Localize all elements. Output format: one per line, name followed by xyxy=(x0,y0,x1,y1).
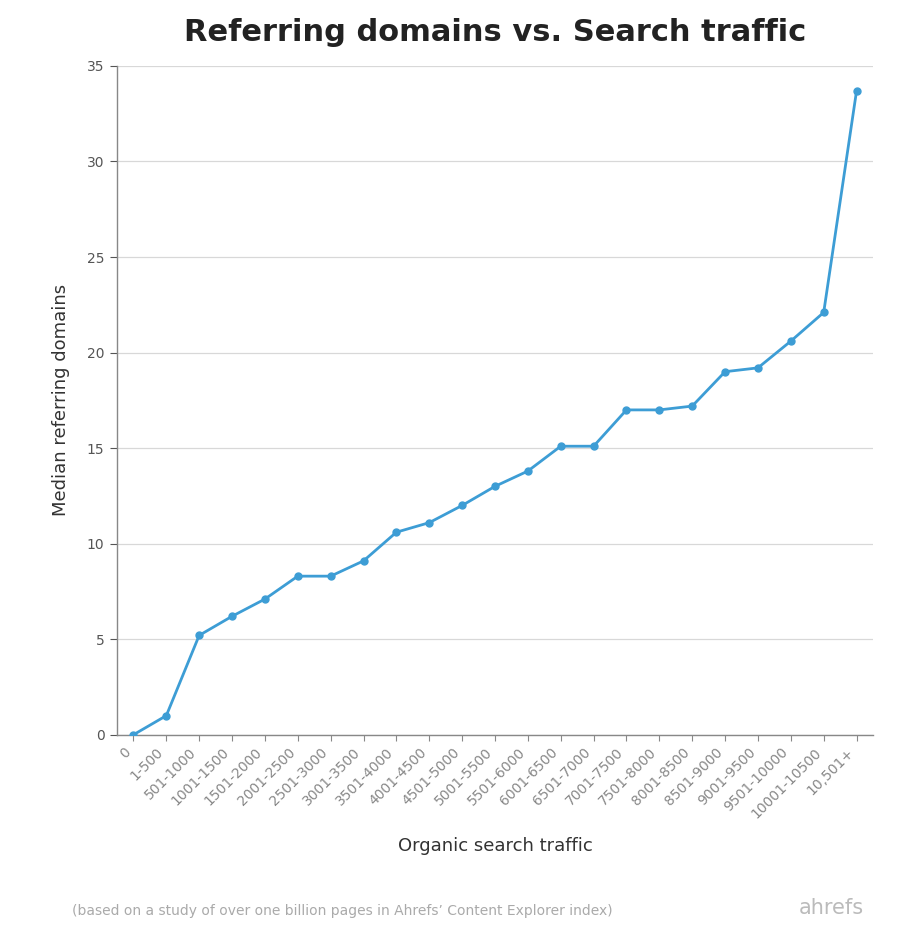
Title: Referring domains vs. Search traffic: Referring domains vs. Search traffic xyxy=(184,18,806,47)
Text: ahrefs: ahrefs xyxy=(799,899,864,918)
Y-axis label: Median referring domains: Median referring domains xyxy=(52,284,70,516)
Text: (based on a study of over one billion pages in Ahrefs’ Content Explorer index): (based on a study of over one billion pa… xyxy=(72,904,613,918)
X-axis label: Organic search traffic: Organic search traffic xyxy=(398,837,592,855)
